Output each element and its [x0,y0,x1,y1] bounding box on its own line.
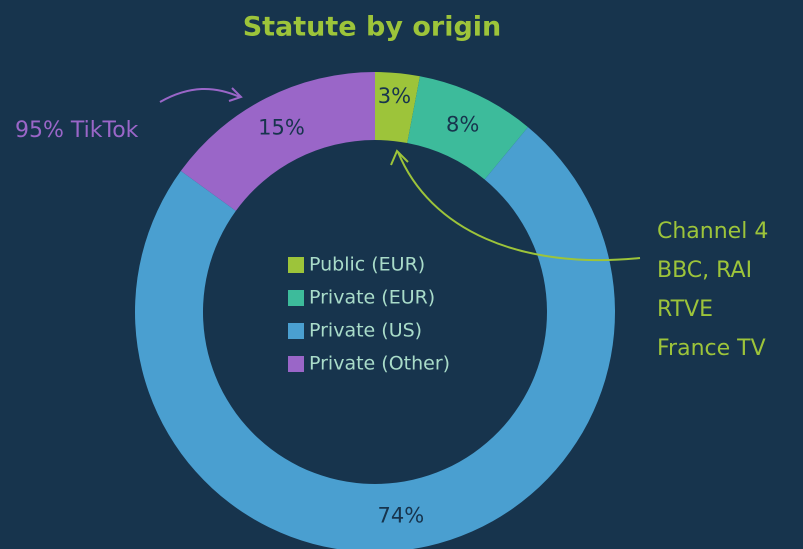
annotation-arrow [159,88,241,103]
arrow-head [228,87,243,102]
legend-label: Private (Other) [309,353,450,375]
slice-label: 74% [377,503,424,527]
legend-label: Private (US) [309,320,422,342]
legend-swatch [288,356,304,372]
annotation: BBC, RAI [657,258,752,283]
slices [135,72,615,549]
legend-swatch [288,290,304,306]
annotation: Channel 4 [657,219,768,244]
slice [375,72,420,144]
legend-label: Public (EUR) [309,254,425,276]
slice-label: 15% [258,115,305,139]
chart-title: Statute by origin [243,12,502,43]
slice [135,127,615,549]
annotation: RTVE [657,297,713,322]
annotation: France TV [657,336,766,361]
arrow-head [390,149,409,166]
slice [407,76,528,180]
annotation-arrow [397,151,641,262]
legend-swatch [288,257,304,273]
legend-swatch [288,323,304,339]
slice-label: 3% [378,84,411,108]
annotation: 95% TikTok [15,118,139,143]
legend-label: Private (EUR) [309,287,435,309]
slice-label: 8% [446,113,479,137]
slice [180,72,375,211]
